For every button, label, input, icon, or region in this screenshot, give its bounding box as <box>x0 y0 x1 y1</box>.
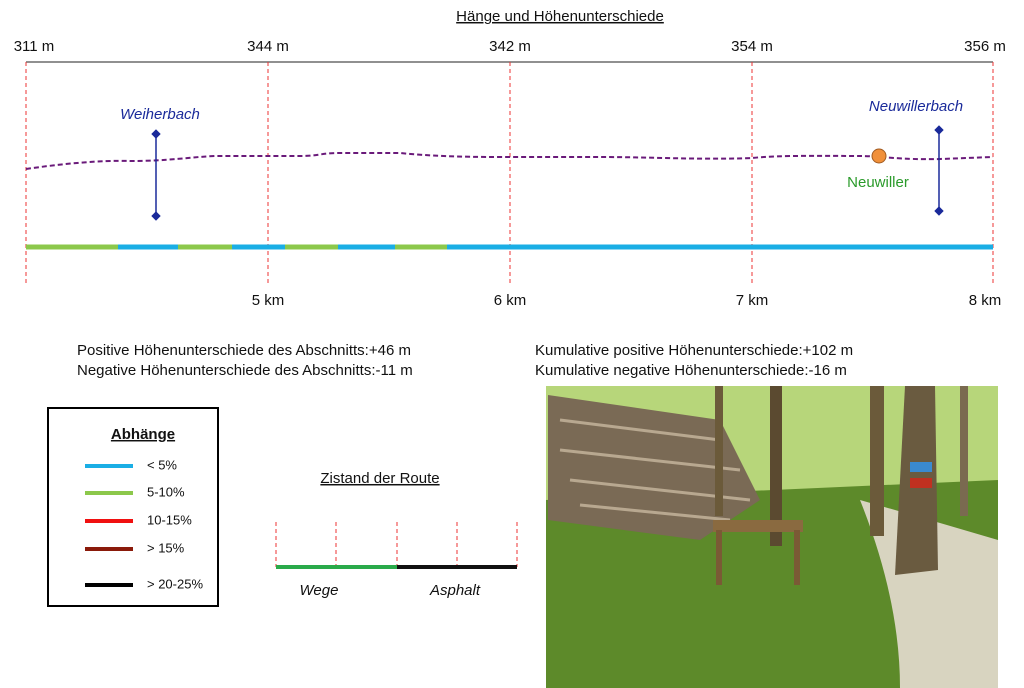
legend-label: > 15% <box>147 540 185 555</box>
photo <box>546 386 998 688</box>
legend-label: > 20-25% <box>147 576 203 591</box>
distance-labels: 5 km 6 km 7 km 8 km <box>252 292 1002 309</box>
route-label: Wege <box>300 582 339 599</box>
route-title: Zistand der Route <box>320 470 439 487</box>
stream-label: Neuwillerbach <box>869 98 963 115</box>
distance-label: 6 km <box>494 292 527 309</box>
elevation-label: 354 m <box>731 38 773 55</box>
legend-label: 10-15% <box>147 512 192 527</box>
elevation-label: 311 m <box>14 38 55 55</box>
legend-title: Abhänge <box>111 426 175 443</box>
distance-label: 8 km <box>969 292 1002 309</box>
legend: < 5% 5-10% 10-15% > 15% > 20-25% <box>85 457 203 591</box>
distance-label: 7 km <box>736 292 769 309</box>
elevation-label: 342 m <box>489 38 531 55</box>
legend-box <box>47 407 219 607</box>
stat: Kumulative positive Höhenunterschiede:+1… <box>535 342 853 359</box>
stat: Positive Höhenunterschiede des Abschnitt… <box>77 342 411 359</box>
route-label: Asphalt <box>429 582 481 599</box>
place-label: Neuwiller <box>847 174 909 191</box>
legend-label: 5-10% <box>147 484 185 499</box>
stat: Kumulative negative Höhenunterschiede:-1… <box>535 362 847 379</box>
distance-label: 5 km <box>252 292 285 309</box>
title: Hänge und Höhenunterschiede <box>456 8 664 25</box>
legend-label: < 5% <box>147 457 177 472</box>
elevation-label: 356 m <box>964 38 1006 55</box>
stream-markers <box>151 125 944 221</box>
elevation-labels: 311 m 344 m 342 m 354 m 356 m <box>14 38 1006 55</box>
stream-label: Weiherbach <box>120 106 200 123</box>
elevation-label: 344 m <box>247 38 289 55</box>
place-marker <box>871 148 887 164</box>
route-bar <box>275 522 518 569</box>
stat: Negative Höhenunterschiede des Abschnitt… <box>77 362 413 379</box>
